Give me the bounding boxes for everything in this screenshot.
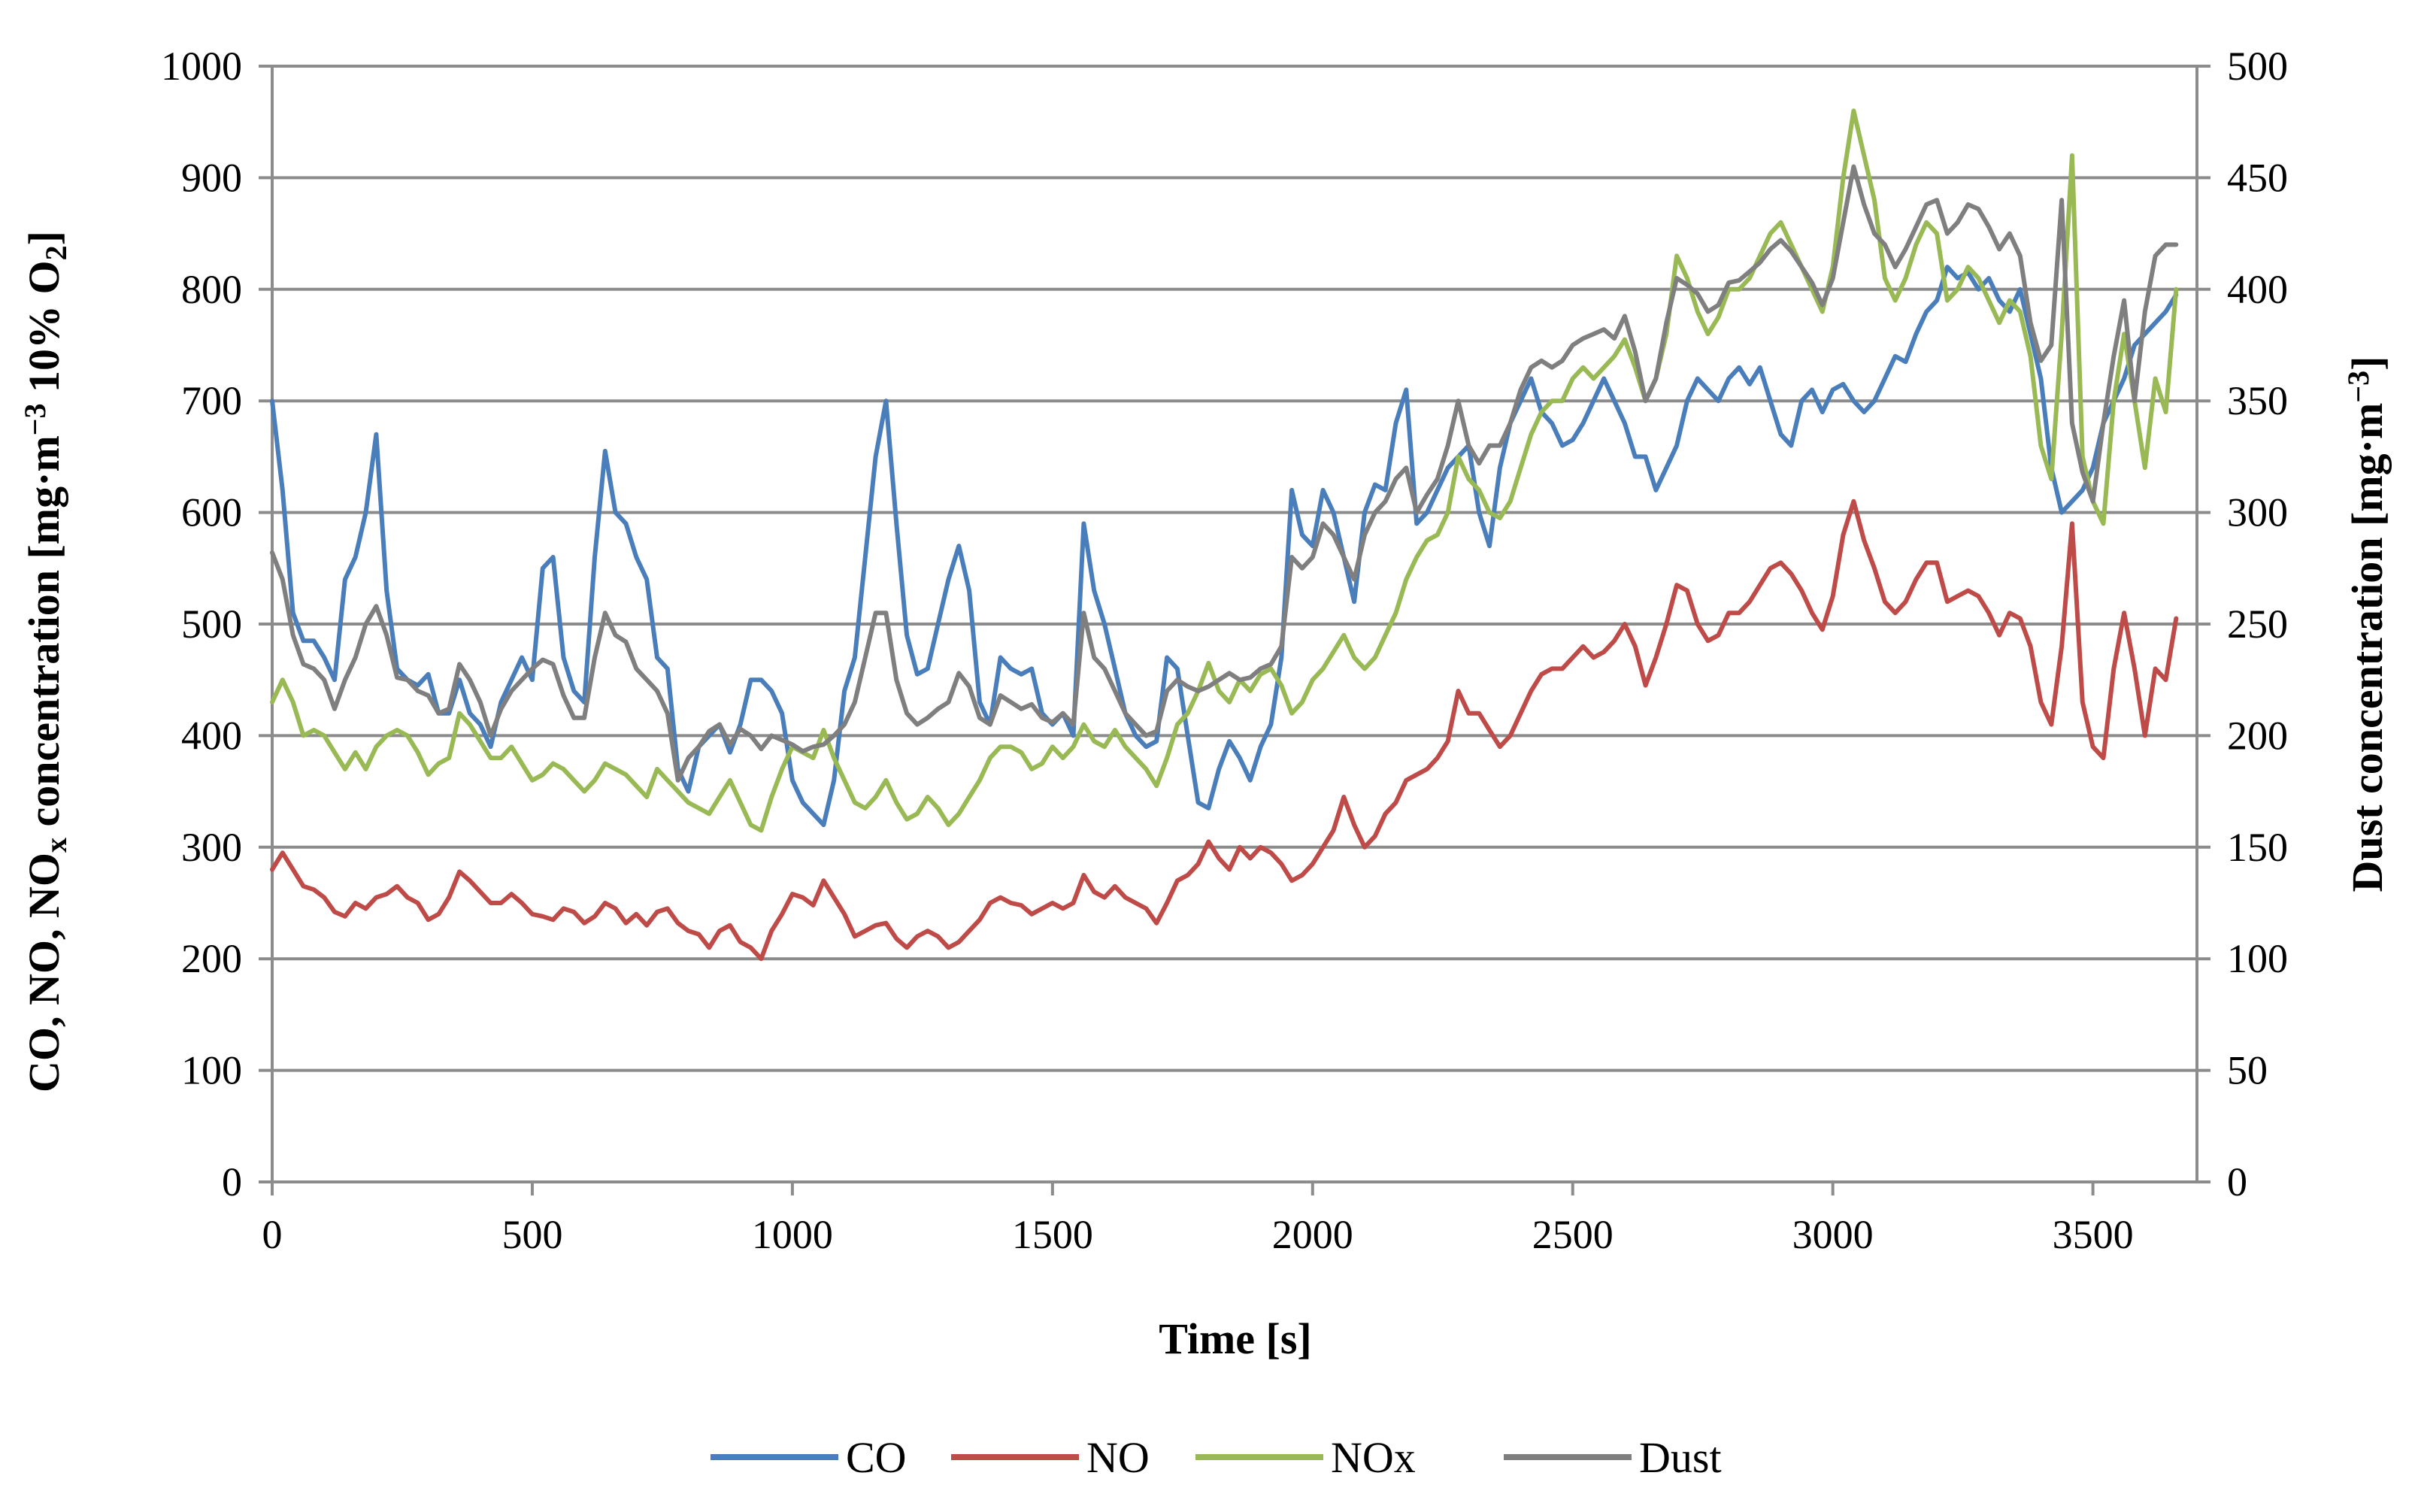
x-tick-label: 500 bbox=[501, 1212, 562, 1257]
label-part: CO, NO, NO bbox=[20, 853, 68, 1092]
x-tick-label: 3500 bbox=[2053, 1212, 2134, 1257]
y-left-tick-label: 400 bbox=[181, 713, 242, 758]
y-right-tick-label: 250 bbox=[2227, 601, 2288, 647]
legend-label-dust: Dust bbox=[1639, 1433, 1722, 1482]
y-right-tick-label: 300 bbox=[2227, 490, 2288, 535]
series-line-co bbox=[270, 265, 2179, 828]
series-line-dust bbox=[270, 164, 2179, 783]
label-part: Dust concentration [mg·m bbox=[2343, 403, 2392, 892]
x-axis: 0 500 1000 1500 2000 2500 3000 3500 bbox=[262, 1182, 2134, 1257]
series-line-no bbox=[270, 498, 2179, 962]
legend-label-co: CO bbox=[846, 1433, 907, 1482]
y-left-tick-label: 700 bbox=[181, 378, 242, 423]
x-tick-label: 1500 bbox=[1012, 1212, 1093, 1257]
y-right-tick-label: 200 bbox=[2227, 713, 2288, 758]
y-right-tick-label: 450 bbox=[2227, 155, 2288, 200]
x-tick-label: 0 bbox=[262, 1212, 283, 1257]
superscript: −3 bbox=[18, 403, 52, 435]
y-right-tick-label: 100 bbox=[2227, 936, 2288, 981]
label-part: concentration [mg·m bbox=[20, 435, 68, 838]
x-tick-label: 1000 bbox=[752, 1212, 833, 1257]
label-part: ] bbox=[20, 231, 68, 245]
y-left-tick-label: 900 bbox=[181, 155, 242, 200]
y-right-tick-label: 150 bbox=[2227, 825, 2288, 870]
superscript: −3 bbox=[2341, 371, 2375, 403]
y-right-tick-label: 400 bbox=[2227, 267, 2288, 312]
y-right-tick-label: 350 bbox=[2227, 378, 2288, 423]
y-right-tick-label: 50 bbox=[2227, 1048, 2268, 1093]
y-left-tick-label: 200 bbox=[181, 936, 242, 981]
x-tick-label: 3000 bbox=[1792, 1212, 1874, 1257]
y-axis-right-title: Dust concentration [mg·m−3] bbox=[2341, 356, 2392, 892]
legend-label-no: NO bbox=[1086, 1433, 1150, 1482]
y-right-tick-label: 0 bbox=[2227, 1159, 2247, 1204]
series-lines bbox=[270, 108, 2179, 962]
x-tick-label: 2000 bbox=[1272, 1212, 1353, 1257]
legend: CO NO NOx Dust bbox=[711, 1433, 1722, 1482]
subscript: x bbox=[39, 838, 73, 853]
y-left-tick-label: 0 bbox=[222, 1159, 242, 1204]
legend-label-nox: NOx bbox=[1331, 1433, 1416, 1482]
series-line-nox bbox=[270, 108, 2179, 833]
y-right-tick-label: 500 bbox=[2227, 44, 2288, 89]
y-axis-right: 0 50 100 150 200 250 300 350 400 450 500 bbox=[2197, 44, 2288, 1204]
x-axis-title: Time [s] bbox=[1159, 1314, 1312, 1363]
y-left-tick-label: 300 bbox=[181, 825, 242, 870]
y-left-tick-label: 1000 bbox=[161, 44, 242, 89]
y-axis-left: 0 100 200 300 400 500 600 700 800 900 1000 bbox=[161, 44, 272, 1204]
y-left-tick-label: 800 bbox=[181, 267, 242, 312]
x-tick-label: 2500 bbox=[1532, 1212, 1614, 1257]
y-left-tick-label: 600 bbox=[181, 490, 242, 535]
label-part: 10% O bbox=[20, 260, 68, 403]
y-left-tick-label: 500 bbox=[181, 601, 242, 647]
y-axis-left-title: CO, NO, NOx concentration [mg·m−3 10% O2… bbox=[18, 231, 73, 1092]
subscript: 2 bbox=[39, 245, 73, 260]
label-part: ] bbox=[2343, 356, 2392, 371]
y-left-tick-label: 100 bbox=[181, 1048, 242, 1093]
